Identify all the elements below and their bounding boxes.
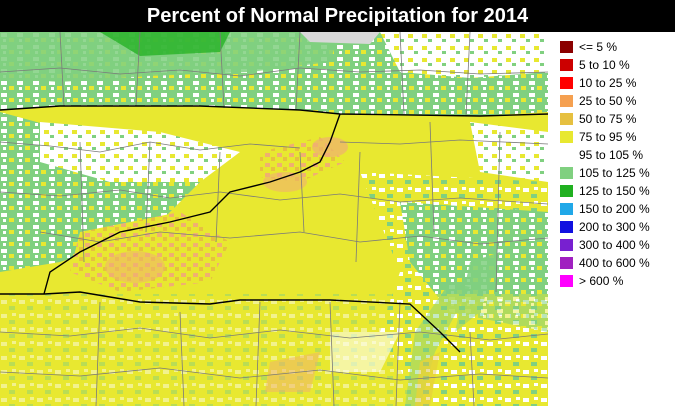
legend-item: 400 to 600 %	[560, 256, 650, 270]
legend-swatch	[560, 257, 573, 269]
legend-item: 200 to 300 %	[560, 220, 650, 234]
legend-label: 400 to 600 %	[579, 256, 650, 270]
legend-label: 125 to 150 %	[579, 184, 650, 198]
legend-item: 5 to 10 %	[560, 58, 630, 72]
legend-label: 25 to 50 %	[579, 94, 637, 108]
legend-label: 10 to 25 %	[579, 76, 637, 90]
legend-label: > 600 %	[579, 274, 624, 288]
legend-swatch	[560, 185, 573, 197]
legend-swatch	[560, 41, 573, 53]
legend-swatch	[560, 221, 573, 233]
legend-label: 105 to 125 %	[579, 166, 650, 180]
legend-item: 95 to 105 %	[560, 148, 643, 162]
legend-swatch	[560, 275, 573, 287]
legend-label: 300 to 400 %	[579, 238, 650, 252]
legend-swatch	[560, 167, 573, 179]
legend-label: 50 to 75 %	[579, 112, 637, 126]
legend-item: <= 5 %	[560, 40, 617, 54]
legend-label: 200 to 300 %	[579, 220, 650, 234]
precipitation-map	[0, 32, 548, 406]
legend-item: 25 to 50 %	[560, 94, 636, 108]
legend-label: 75 to 95 %	[579, 130, 637, 144]
legend-item: 10 to 25 %	[560, 76, 636, 90]
legend-item: 50 to 75 %	[560, 112, 636, 126]
legend-label: 95 to 105 %	[579, 148, 644, 162]
legend-swatch	[560, 131, 573, 143]
legend-label: 5 to 10 %	[579, 58, 630, 72]
title-bar: Percent of Normal Precipitation for 2014	[0, 0, 675, 32]
legend-swatch	[560, 203, 573, 215]
legend-item: 125 to 150 %	[560, 184, 650, 198]
legend-item: 150 to 200 %	[560, 202, 650, 216]
legend-swatch	[560, 59, 573, 71]
legend-swatch	[560, 239, 573, 251]
legend-label: <= 5 %	[579, 40, 618, 54]
legend: <= 5 % 5 to 10 % 10 to 25 % 25 to 50 % 50 to…	[548, 32, 675, 406]
legend-swatch	[560, 149, 573, 161]
legend-item: 75 to 95 %	[560, 130, 636, 144]
legend-item: 300 to 400 %	[560, 238, 650, 252]
legend-swatch	[560, 77, 573, 89]
legend-label: 150 to 200 %	[579, 202, 650, 216]
legend-item: > 600 %	[560, 274, 623, 288]
legend-swatch	[560, 95, 573, 107]
map-title: Percent of Normal Precipitation for 2014	[146, 5, 529, 27]
legend-swatch	[560, 113, 573, 125]
legend-item: 105 to 125 %	[560, 166, 650, 180]
